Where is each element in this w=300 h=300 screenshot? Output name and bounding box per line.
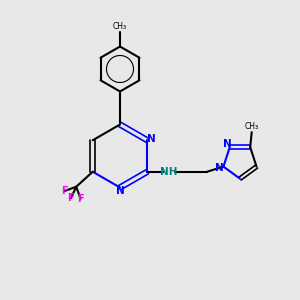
Text: F: F [68, 193, 74, 203]
Text: CH₃: CH₃ [113, 22, 127, 31]
Text: N: N [147, 134, 156, 144]
Text: CH₃: CH₃ [244, 122, 259, 131]
Text: NH: NH [160, 167, 178, 177]
Text: N: N [116, 186, 124, 197]
Text: N: N [223, 139, 232, 149]
Text: F: F [77, 194, 84, 204]
Text: F: F [61, 186, 68, 196]
Text: N: N [215, 163, 224, 173]
